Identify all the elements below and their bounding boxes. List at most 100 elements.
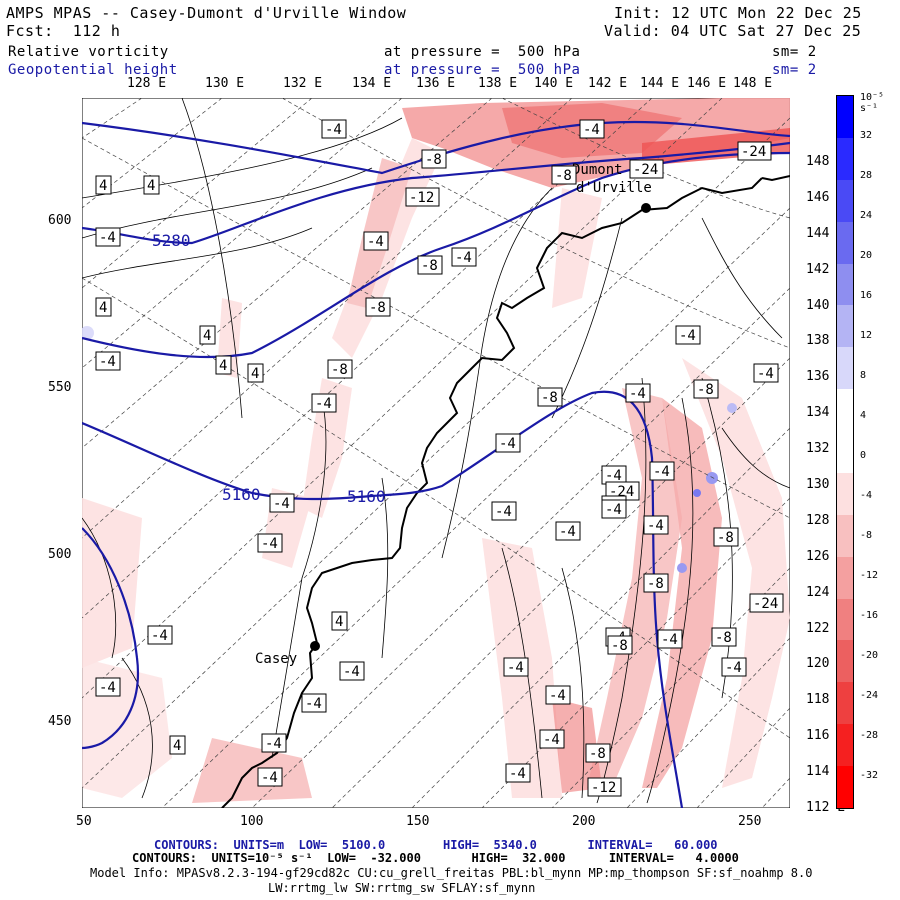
colorbar	[836, 95, 854, 809]
forecast-hour: Fcst: 112 h	[6, 22, 121, 40]
colorbar-label: 20	[860, 250, 873, 261]
dumont-label-line2: d'Urville	[576, 180, 652, 196]
colorbar-swatch	[837, 640, 853, 683]
colorbar-label: 4	[860, 410, 867, 421]
colorbar-swatch	[837, 766, 853, 808]
vorticity-label: -4	[343, 664, 360, 680]
y-tick-label: 450	[48, 714, 72, 729]
vorticity-label: -8	[555, 168, 572, 184]
colorbar-label: 32	[860, 130, 873, 141]
colorbar-swatch	[837, 96, 853, 138]
vorticity-label: -12	[409, 190, 434, 206]
right-longitude-label: 144 E	[806, 225, 846, 241]
top-longitude-label: 144 E	[640, 76, 680, 91]
right-longitude-label: 138 E	[806, 333, 846, 349]
vorticity-label-box	[261, 733, 287, 753]
vorticity-label-box	[657, 629, 683, 649]
vorticity-label: -4	[455, 250, 472, 266]
vorticity-contours	[82, 98, 790, 804]
colorbar-label: 12	[860, 330, 873, 341]
colorbar-label: -4	[860, 490, 873, 501]
vorticity-label: 4	[99, 300, 107, 316]
x-tick-label: 150	[406, 814, 430, 829]
casey-station-marker	[310, 641, 320, 651]
vorticity-label-box	[753, 363, 779, 383]
footer-vorticity-contours: CONTOURS: UNITS=10⁻⁵ s⁻¹ LOW= -32.000 HI…	[132, 851, 739, 865]
y-tick-label: 550	[48, 380, 72, 395]
vorticity-label: -8	[589, 746, 606, 762]
colorbar-label: 0	[860, 450, 867, 461]
colorbar-label: -20	[860, 650, 879, 661]
right-longitude-label: 116 E	[806, 728, 846, 744]
vorticity-label: -8	[611, 638, 628, 654]
vorticity-label: -24	[753, 596, 778, 612]
right-longitude-label: 136 E	[806, 369, 846, 385]
right-longitude-label: 118 E	[806, 692, 846, 708]
vorticity-label-box	[95, 175, 112, 195]
vorticity-label-box	[579, 119, 605, 139]
right-longitude-label: 140 E	[806, 297, 846, 313]
valid-time: Valid: 04 UTC Sat 27 Dec 25	[604, 22, 862, 40]
right-longitude-label: 112 E	[806, 800, 846, 815]
vorticity-label: -8	[541, 390, 558, 406]
vorticity-label-box	[321, 119, 347, 139]
x-tick-label: 250	[738, 814, 762, 829]
footer-model-physics: LW:rrtmg_lw SW:rrtmg_sw SFLAY:sf_mynn	[268, 881, 536, 895]
vorticity-label: -4	[605, 502, 622, 518]
top-longitude-label: 142 E	[588, 76, 628, 91]
vorticity-label-box	[555, 521, 581, 541]
vorticity-label: 4	[99, 178, 107, 194]
colorbar-swatch	[837, 682, 853, 725]
vorticity-label: -4	[261, 770, 278, 786]
vorticity-label: -8	[421, 258, 438, 274]
vorticity-label-box	[629, 159, 664, 179]
vorticity-label: -4	[99, 230, 116, 246]
init-time: Init: 12 UTC Mon 22 Dec 25	[614, 4, 862, 22]
vorticity-label-box	[643, 573, 669, 593]
vorticity-label: -24	[741, 144, 766, 160]
vorticity-label: -8	[331, 362, 348, 378]
map-panel: 5280 5160 5160 Casey Dumont d'Urville -4…	[82, 98, 790, 808]
vorticity-label-box	[749, 593, 784, 613]
vorticity-label-box	[339, 661, 365, 681]
vorticity-label: -4	[261, 536, 278, 552]
colorbar-label: -32	[860, 770, 879, 781]
vorticity-label: -4	[543, 732, 560, 748]
vorticity-label-box	[551, 165, 577, 185]
vorticity-label-box	[601, 499, 627, 519]
vorticity-label-box	[625, 383, 651, 403]
top-longitude-label: 138 E	[478, 76, 518, 91]
right-longitude-label: 132 E	[806, 441, 846, 457]
vorticity-label: -4	[305, 696, 322, 712]
height-contour-label: 5160	[222, 485, 261, 504]
vorticity-label: -4	[507, 660, 524, 676]
vorticity-label-box	[643, 515, 669, 535]
vorticity-label: -8	[647, 576, 664, 592]
x-tick-label: 200	[572, 814, 596, 829]
field1-name: Relative vorticity	[8, 44, 169, 60]
field2-level: at pressure = 500 hPa	[384, 62, 581, 78]
vorticity-label-group: -4 -4-8-8-12-24-244 4-4 -4-4-84 -84-4 4 4-4-4-…	[95, 119, 784, 797]
vorticity-label-box	[675, 325, 701, 345]
vorticity-label-box	[169, 735, 186, 755]
colorbar-swatch	[837, 389, 853, 432]
field1-smoothing: sm= 2	[772, 44, 817, 60]
vorticity-label-box	[147, 625, 173, 645]
colorbar-label: -28	[860, 730, 879, 741]
vorticity-label-box	[491, 501, 517, 521]
height-contour-label-group: 5280 5160 5160	[152, 231, 386, 506]
vorticity-label: 4	[219, 358, 227, 374]
vorticity-label: -4	[151, 628, 168, 644]
vorticity-label: 4	[173, 738, 181, 754]
colorbar-swatch	[837, 598, 853, 641]
y-tick-label: 500	[48, 547, 72, 562]
vorticity-label: -4	[273, 496, 290, 512]
vorticity-label: -4	[265, 736, 282, 752]
vorticity-label-box	[607, 635, 633, 655]
vorticity-label: -4	[725, 660, 742, 676]
top-longitude-label: 148 E	[733, 76, 773, 91]
vorticity-label: -4	[325, 122, 342, 138]
right-longitude-label: 148 E	[806, 154, 846, 169]
title: AMPS MPAS -- Casey-Dumont d'Urville Wind…	[6, 4, 407, 22]
vorticity-label: -8	[717, 530, 734, 546]
